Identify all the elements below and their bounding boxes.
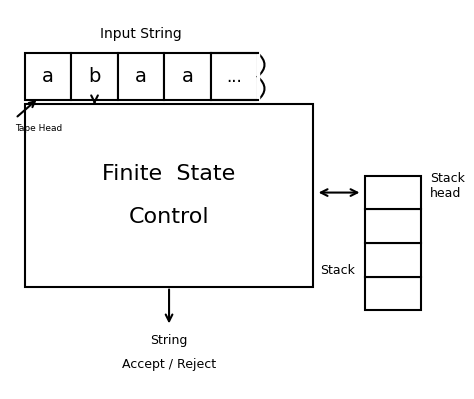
Text: b: b	[88, 67, 100, 86]
Text: Stack
head: Stack head	[430, 172, 465, 200]
Text: a: a	[135, 67, 147, 86]
Text: Stack: Stack	[320, 263, 356, 277]
Text: Finite  State: Finite State	[102, 164, 236, 184]
Bar	[365, 176, 420, 209]
Text: Accept / Reject: Accept / Reject	[122, 358, 216, 371]
Bar	[25, 53, 71, 101]
Bar	[365, 277, 420, 310]
Bar	[25, 105, 313, 286]
Bar	[164, 53, 211, 101]
Text: String: String	[150, 334, 188, 347]
Bar	[211, 53, 257, 101]
Text: Tape Head: Tape Head	[15, 124, 63, 133]
Text: Input String: Input String	[100, 27, 182, 41]
Text: Control: Control	[129, 207, 210, 227]
Bar	[365, 243, 420, 277]
Text: ...: ...	[227, 68, 242, 86]
Bar	[118, 53, 164, 101]
Text: a: a	[182, 67, 193, 86]
Text: a: a	[42, 67, 54, 86]
Bar	[365, 209, 420, 243]
Bar	[71, 53, 118, 101]
